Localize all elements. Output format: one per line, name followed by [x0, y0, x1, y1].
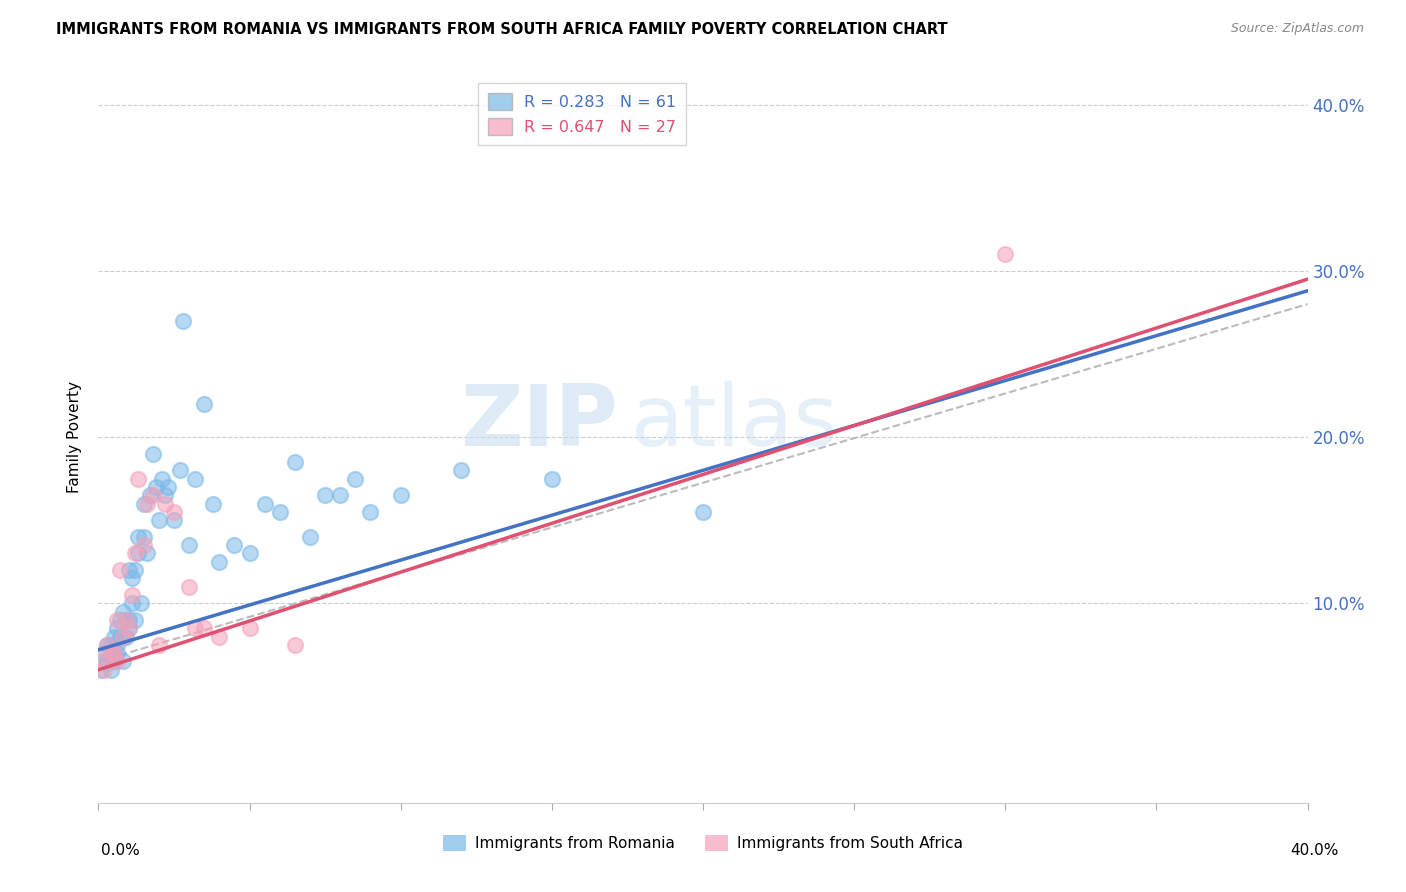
Point [150, 472, 173, 486]
Point [193, 397, 215, 411]
Point [121, 588, 143, 602]
Point [169, 463, 191, 477]
Point [450, 463, 472, 477]
Point [148, 513, 170, 527]
Point [208, 555, 231, 569]
Point [284, 455, 307, 469]
Point [121, 571, 143, 585]
Point [253, 497, 276, 511]
Text: IMMIGRANTS FROM ROMANIA VS IMMIGRANTS FROM SOUTH AFRICA FAMILY POVERTY CORRELATI: IMMIGRANTS FROM ROMANIA VS IMMIGRANTS FR… [56, 22, 948, 37]
Text: 40.0%: 40.0% [1291, 843, 1339, 858]
Point [103, 646, 125, 660]
Point [105, 638, 128, 652]
Text: atlas: atlas [630, 381, 838, 464]
Point [124, 546, 146, 560]
Point [103, 655, 125, 669]
Point [124, 563, 146, 577]
Point [93, 663, 115, 677]
Point [93, 646, 115, 660]
Point [692, 505, 714, 519]
Point [105, 613, 128, 627]
Point [148, 638, 170, 652]
Point [179, 580, 201, 594]
Point [135, 546, 157, 560]
Point [118, 621, 141, 635]
Point [299, 530, 322, 544]
Point [184, 621, 207, 635]
Point [314, 488, 336, 502]
Point [105, 655, 128, 669]
Point [142, 488, 165, 502]
Point [129, 596, 152, 610]
Point [100, 638, 122, 652]
Point [139, 488, 162, 502]
Point [127, 472, 149, 486]
Point [111, 630, 134, 644]
Point [118, 613, 141, 627]
Text: 0.0%: 0.0% [101, 843, 141, 858]
Point [118, 621, 141, 635]
Y-axis label: Family Poverty: Family Poverty [67, 381, 83, 493]
Point [114, 613, 136, 627]
Point [100, 646, 122, 660]
Point [153, 488, 176, 502]
Point [208, 630, 231, 644]
Point [329, 488, 352, 502]
Point [284, 638, 307, 652]
Point [179, 538, 201, 552]
Point [108, 630, 131, 644]
Point [111, 655, 134, 669]
Point [96, 638, 118, 652]
Point [163, 513, 186, 527]
Point [103, 646, 125, 660]
Point [360, 505, 382, 519]
Text: Source: ZipAtlas.com: Source: ZipAtlas.com [1230, 22, 1364, 36]
Point [540, 472, 562, 486]
Point [163, 505, 186, 519]
Point [344, 472, 367, 486]
Text: ZIP: ZIP [461, 381, 619, 464]
Point [127, 546, 149, 560]
Point [132, 538, 155, 552]
Point [90, 655, 112, 669]
Point [156, 480, 179, 494]
Point [132, 530, 155, 544]
Point [145, 480, 167, 494]
Point [100, 663, 122, 677]
Point [96, 655, 118, 669]
Legend: R = 0.283   N = 61, R = 0.647   N = 27: R = 0.283 N = 61, R = 0.647 N = 27 [478, 83, 686, 145]
Point [184, 472, 207, 486]
Point [142, 447, 165, 461]
Point [124, 613, 146, 627]
Point [90, 663, 112, 677]
Point [108, 613, 131, 627]
Point [105, 646, 128, 660]
Point [269, 505, 291, 519]
Point [127, 530, 149, 544]
Point [111, 630, 134, 644]
Point [172, 314, 194, 328]
Point [121, 596, 143, 610]
Point [202, 497, 225, 511]
Point [389, 488, 412, 502]
Point [105, 621, 128, 635]
Point [239, 621, 262, 635]
Point [114, 613, 136, 627]
Point [193, 621, 215, 635]
Point [118, 563, 141, 577]
Point [994, 247, 1017, 261]
Point [96, 638, 118, 652]
Point [132, 497, 155, 511]
Point [224, 538, 246, 552]
Point [135, 497, 157, 511]
Point [111, 605, 134, 619]
Point [239, 546, 262, 560]
Point [103, 630, 125, 644]
Point [114, 630, 136, 644]
Point [153, 497, 176, 511]
Point [108, 563, 131, 577]
